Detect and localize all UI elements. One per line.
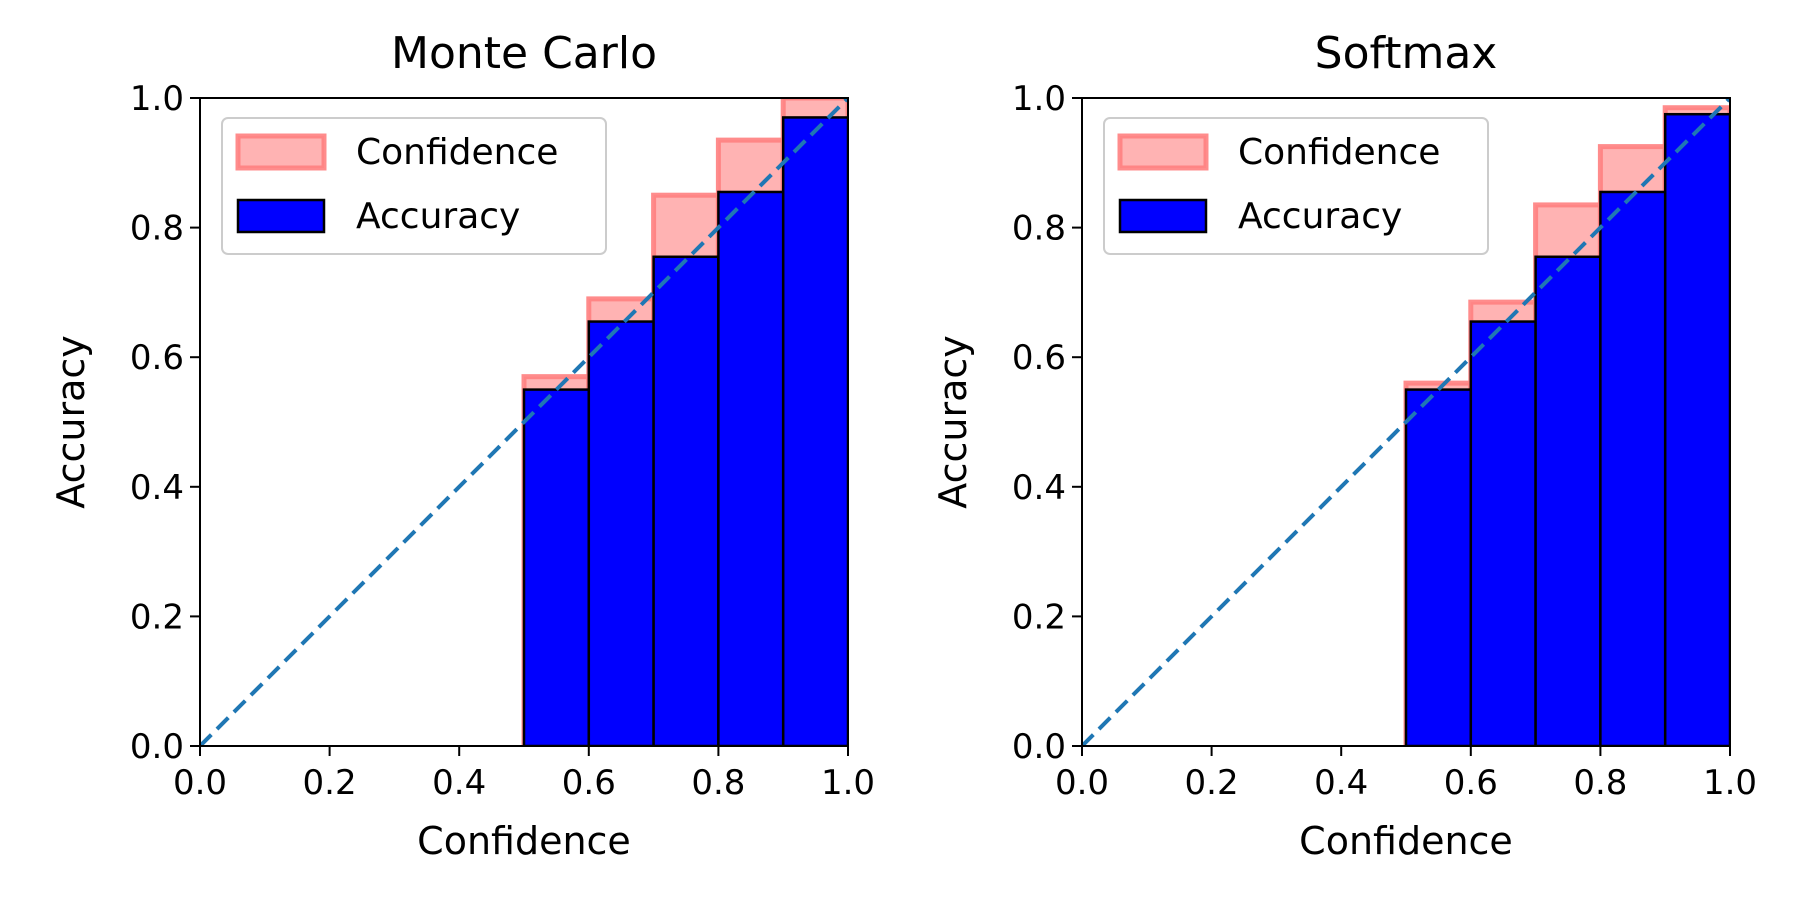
y-tick-label: 0.8 [130, 209, 184, 249]
axes-frame [1081, 97, 1731, 747]
legend-accuracy-label: Accuracy [1238, 196, 1402, 237]
y-tick-label: 0.2 [130, 597, 184, 637]
accuracy-bar [781, 116, 848, 746]
x-tick-label: 0.8 [691, 763, 745, 803]
x-tick-label: 0.2 [303, 763, 357, 803]
plot-area [200, 98, 848, 746]
plot-area [1082, 98, 1730, 746]
legend-confidence-swatch [235, 133, 327, 171]
perfect-calibration-line [200, 98, 848, 746]
x-tick-label: 1.0 [1703, 763, 1757, 803]
y-tick-label: 0.6 [1012, 338, 1066, 378]
y-tick-label: 0.4 [130, 468, 184, 508]
y-tick-label: 0.4 [1012, 468, 1066, 508]
y-tick-label: 0.0 [130, 727, 184, 767]
x-tick-label: 0.8 [1573, 763, 1627, 803]
y-tick-label: 0.0 [1012, 727, 1066, 767]
accuracy-bar [587, 320, 655, 746]
legend-confidence-swatch [1117, 133, 1209, 171]
x-tick-label: 0.0 [1055, 763, 1109, 803]
legend-confidence-label: Confidence [1238, 132, 1440, 173]
x-tick-label: 0.6 [562, 763, 616, 803]
chart-title: Monte Carlo [391, 28, 657, 79]
axes-frame [199, 97, 849, 747]
chart-panel-1: 0.0 0.2 0.4 0.6 0.8 1.0 0.0 0.2 0.4 0.6 0.8 1.0 Mont… [49, 28, 875, 863]
accuracy-bar [522, 388, 591, 746]
legend-confidence-label: Confidence [356, 132, 558, 173]
x-tick-label: 1.0 [821, 763, 875, 803]
legend-accuracy-label: Accuracy [356, 196, 520, 237]
legend: Confidence Accuracy [1103, 117, 1489, 255]
x-tick-label: 0.4 [432, 763, 486, 803]
accuracy-bar [1534, 255, 1602, 746]
chart-title: Softmax [1315, 28, 1498, 79]
perfect-calibration-line [1082, 98, 1730, 746]
x-tick-label: 0.2 [1185, 763, 1239, 803]
x-tick-label: 0.0 [173, 763, 227, 803]
y-tick-label: 0.6 [130, 338, 184, 378]
accuracy-bar [1404, 388, 1473, 746]
y-tick-label: 1.0 [1012, 79, 1066, 119]
accuracy-bar [1663, 112, 1730, 746]
legend: Confidence Accuracy [221, 117, 607, 255]
y-axis-label: Accuracy [931, 335, 975, 509]
legend-accuracy-swatch [236, 198, 326, 234]
legend-accuracy-swatch [1118, 198, 1208, 234]
chart-panel-2: 0.0 0.2 0.4 0.6 0.8 1.0 0.0 0.2 0.4 0.6 0.8 1.0 Soft… [931, 28, 1757, 863]
x-tick-label: 0.4 [1314, 763, 1368, 803]
accuracy-bar [1599, 190, 1667, 746]
accuracy-bar [652, 255, 720, 746]
accuracy-bar [717, 190, 785, 746]
y-tick-label: 0.8 [1012, 209, 1066, 249]
y-axis-label: Accuracy [49, 335, 93, 509]
x-axis-label: Confidence [1299, 819, 1513, 863]
accuracy-bar [1469, 320, 1537, 746]
x-axis-label: Confidence [417, 819, 631, 863]
x-tick-label: 0.6 [1444, 763, 1498, 803]
y-tick-label: 0.2 [1012, 597, 1066, 637]
y-tick-label: 1.0 [130, 79, 184, 119]
